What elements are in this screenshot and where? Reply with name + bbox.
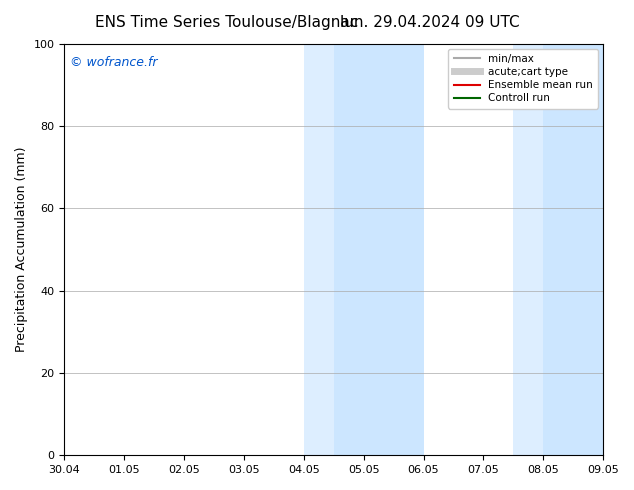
Bar [304,44,333,455]
Text: ENS Time Series Toulouse/Blagnac: ENS Time Series Toulouse/Blagnac [95,15,358,30]
Legend: min/max, acute;cart type, Ensemble mean run, Controll run: min/max, acute;cart type, Ensemble mean … [448,49,598,108]
Bar [543,44,603,455]
Bar [514,44,543,455]
Text: © wofrance.fr: © wofrance.fr [70,56,157,69]
Bar [333,44,424,455]
Text: lun. 29.04.2024 09 UTC: lun. 29.04.2024 09 UTC [340,15,520,30]
Y-axis label: Precipitation Accumulation (mm): Precipitation Accumulation (mm) [15,147,28,352]
